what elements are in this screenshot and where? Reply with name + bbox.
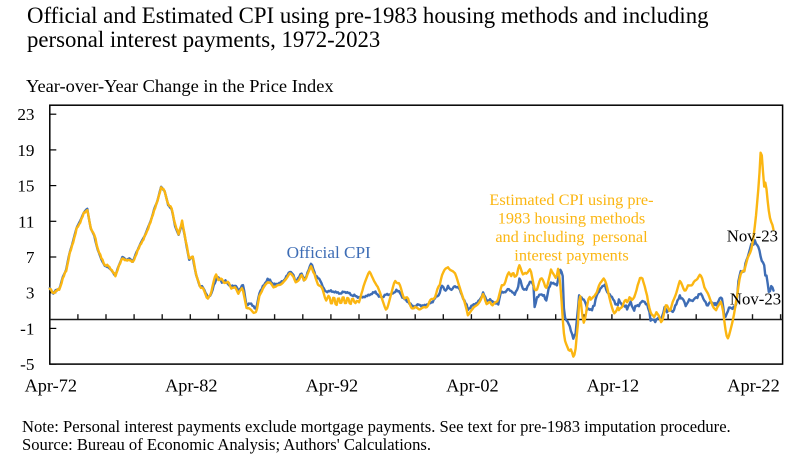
svg-text:-5: -5 (20, 355, 34, 374)
svg-text:Apr-22: Apr-22 (727, 375, 779, 395)
svg-text:7: 7 (26, 248, 35, 267)
svg-text:23: 23 (17, 105, 34, 124)
svg-text:Official CPI: Official CPI (287, 243, 371, 262)
svg-text:Apr-02: Apr-02 (446, 375, 498, 395)
svg-text:interest payments: interest payments (514, 246, 628, 265)
svg-text:Nov-23: Nov-23 (727, 227, 778, 246)
svg-text:Apr-82: Apr-82 (165, 375, 217, 395)
svg-text:1983 housing methods: 1983 housing methods (498, 209, 645, 228)
svg-text:11: 11 (18, 212, 35, 231)
svg-text:Estimated CPI using pre-: Estimated CPI using pre- (489, 190, 653, 209)
svg-text:Apr-92: Apr-92 (306, 375, 358, 395)
svg-text:Nov-23: Nov-23 (730, 290, 781, 309)
svg-text:Apr-72: Apr-72 (25, 375, 77, 395)
svg-text:15: 15 (17, 177, 34, 196)
svg-text:19: 19 (17, 141, 34, 160)
svg-text:and including personal: and including personal (495, 227, 648, 246)
svg-text:3: 3 (26, 284, 35, 303)
svg-text:-1: -1 (20, 319, 34, 338)
svg-text:Apr-12: Apr-12 (587, 375, 639, 395)
